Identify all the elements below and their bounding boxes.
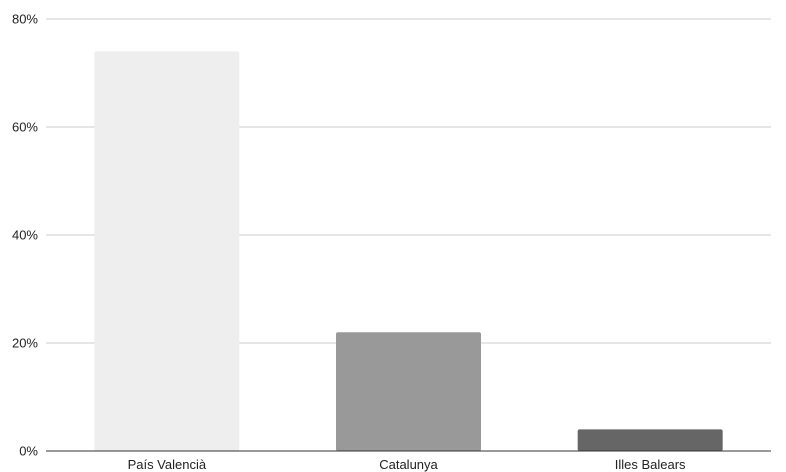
x-tick-label: País Valencià (128, 457, 207, 472)
y-tick-label: 40% (12, 228, 38, 243)
y-tick-label: 60% (12, 120, 38, 135)
x-tick-label: Catalunya (379, 457, 438, 472)
y-tick-label: 0% (19, 444, 38, 459)
bar (94, 51, 240, 452)
y-tick-label: 80% (12, 12, 38, 27)
x-tick-label: Illes Balears (615, 457, 686, 472)
bar (336, 332, 481, 451)
y-tick-label: 20% (12, 336, 38, 351)
bar (577, 429, 723, 451)
bars (94, 51, 723, 452)
y-axis-ticks: 0% 20% 40% 60% 80% (12, 12, 38, 459)
x-axis-labels: País Valencià Catalunya Illes Balears (128, 457, 687, 472)
